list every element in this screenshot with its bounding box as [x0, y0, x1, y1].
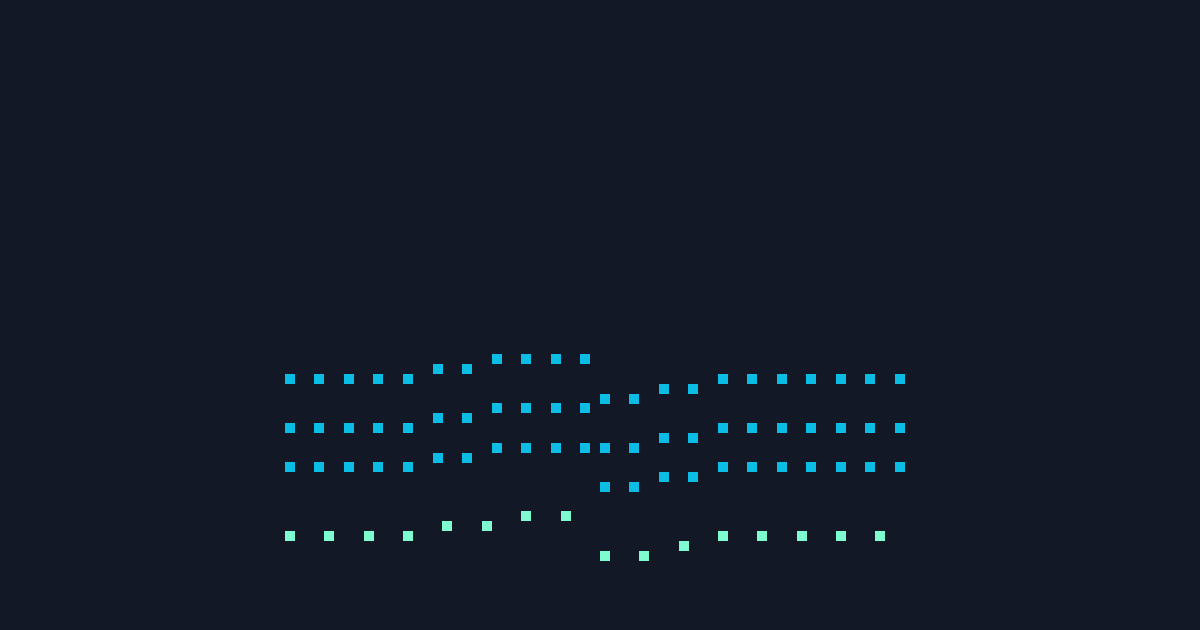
green-pixel-dot — [875, 531, 885, 541]
cyan-pixel-dot — [806, 462, 816, 472]
cyan-pixel-dot — [895, 462, 905, 472]
cyan-pixel-dot — [580, 403, 590, 413]
cyan-pixel-dot — [777, 462, 787, 472]
cyan-pixel-dot — [600, 394, 610, 404]
cyan-pixel-dot — [551, 403, 561, 413]
cyan-pixel-dot — [285, 462, 295, 472]
cyan-pixel-dot — [659, 472, 669, 482]
cyan-pixel-dot — [492, 403, 502, 413]
green-pixel-dot — [403, 531, 413, 541]
cyan-pixel-dot — [314, 374, 324, 384]
cyan-pixel-dot — [629, 394, 639, 404]
green-pixel-dot — [285, 531, 295, 541]
cyan-pixel-dot — [747, 374, 757, 384]
green-pixel-dot — [324, 531, 334, 541]
green-pixel-dot — [639, 551, 649, 561]
cyan-pixel-dot — [403, 462, 413, 472]
green-pixel-dot — [797, 531, 807, 541]
cyan-pixel-dot — [777, 374, 787, 384]
cyan-pixel-dot — [865, 423, 875, 433]
cyan-pixel-dot — [688, 384, 698, 394]
cyan-pixel-dot — [718, 423, 728, 433]
green-pixel-dot — [364, 531, 374, 541]
green-pixel-dot — [442, 521, 452, 531]
cyan-pixel-dot — [492, 443, 502, 453]
cyan-pixel-dot — [865, 462, 875, 472]
cyan-pixel-dot — [285, 423, 295, 433]
cyan-pixel-dot — [433, 413, 443, 423]
cyan-pixel-dot — [836, 423, 846, 433]
cyan-pixel-dot — [629, 482, 639, 492]
cyan-pixel-dot — [777, 423, 787, 433]
cyan-pixel-dot — [403, 374, 413, 384]
cyan-pixel-dot — [344, 462, 354, 472]
cyan-pixel-dot — [551, 354, 561, 364]
green-pixel-dot — [482, 521, 492, 531]
cyan-pixel-dot — [373, 462, 383, 472]
cyan-pixel-dot — [344, 374, 354, 384]
green-pixel-dot — [718, 531, 728, 541]
cyan-pixel-dot — [403, 423, 413, 433]
cyan-pixel-dot — [580, 443, 590, 453]
green-pixel-dot — [679, 541, 689, 551]
cyan-pixel-dot — [895, 423, 905, 433]
cyan-pixel-dot — [551, 443, 561, 453]
cyan-pixel-dot — [659, 384, 669, 394]
cyan-pixel-dot — [865, 374, 875, 384]
cyan-pixel-dot — [314, 423, 324, 433]
cyan-pixel-dot — [373, 423, 383, 433]
cyan-pixel-dot — [659, 433, 669, 443]
cyan-pixel-dot — [718, 462, 728, 472]
cyan-pixel-dot — [344, 423, 354, 433]
cyan-pixel-dot — [895, 374, 905, 384]
green-pixel-dot — [561, 511, 571, 521]
green-pixel-dot — [836, 531, 846, 541]
green-pixel-dot — [600, 551, 610, 561]
cyan-pixel-dot — [836, 374, 846, 384]
cyan-pixel-dot — [806, 374, 816, 384]
cyan-pixel-dot — [600, 443, 610, 453]
cyan-pixel-dot — [462, 413, 472, 423]
cyan-pixel-dot — [718, 374, 728, 384]
cyan-pixel-dot — [314, 462, 324, 472]
cyan-pixel-dot — [521, 443, 531, 453]
cyan-pixel-dot — [580, 354, 590, 364]
cyan-pixel-dot — [285, 374, 295, 384]
green-pixel-dot — [521, 511, 531, 521]
cyan-pixel-dot — [521, 354, 531, 364]
cyan-pixel-dot — [433, 453, 443, 463]
cyan-pixel-dot — [521, 403, 531, 413]
cyan-pixel-dot — [373, 374, 383, 384]
cyan-pixel-dot — [433, 364, 443, 374]
green-pixel-dot — [757, 531, 767, 541]
cyan-pixel-dot — [836, 462, 846, 472]
cyan-pixel-dot — [688, 472, 698, 482]
cyan-pixel-dot — [747, 423, 757, 433]
cyan-pixel-dot — [492, 354, 502, 364]
cyan-pixel-dot — [688, 433, 698, 443]
cyan-pixel-dot — [747, 462, 757, 472]
cyan-pixel-dot — [600, 482, 610, 492]
cyan-pixel-dot — [462, 453, 472, 463]
cyan-pixel-dot — [629, 443, 639, 453]
cyan-pixel-dot — [806, 423, 816, 433]
cyan-pixel-dot — [462, 364, 472, 374]
